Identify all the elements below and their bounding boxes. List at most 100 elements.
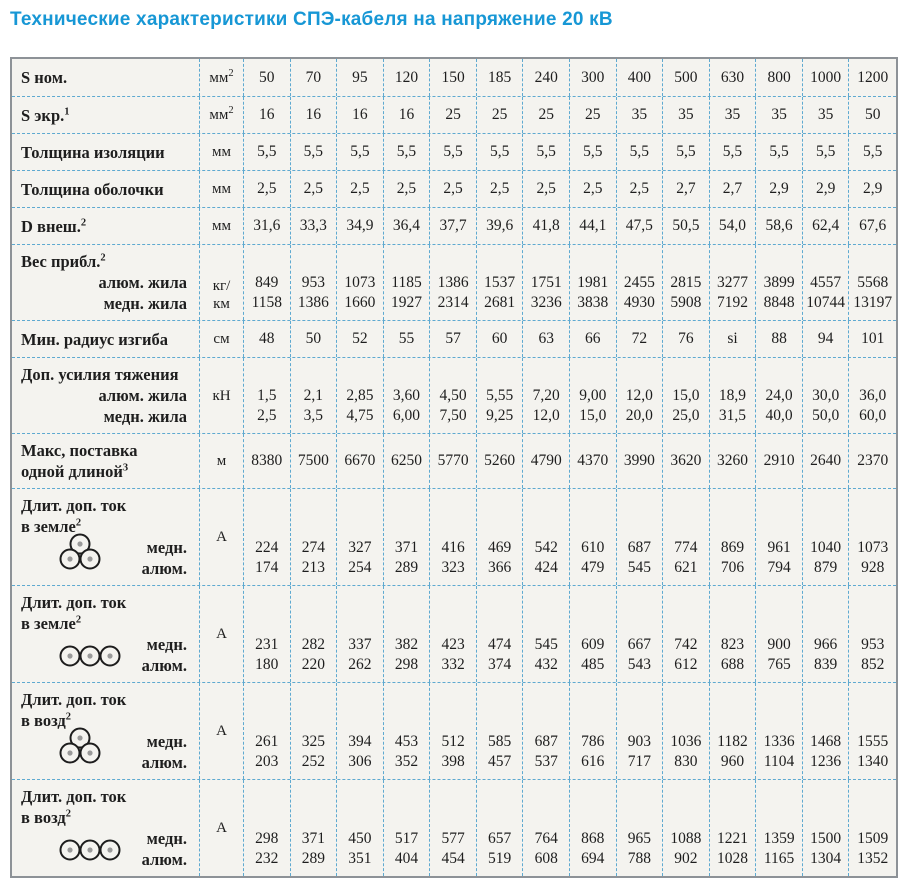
value-cell: 2,7 [663, 171, 710, 207]
value-cell: 5,5 [523, 134, 570, 170]
value-cell: 764 608 [523, 780, 570, 876]
row-label: Длит. доп. ток в возд2 медн. алюм. [12, 683, 200, 779]
value-cell: 25 [430, 97, 477, 133]
row-label: Толщина изоляции [12, 134, 200, 170]
value-cell: 34,9 [337, 208, 384, 244]
value-cell: 47,5 [617, 208, 664, 244]
value-cell: 609 485 [570, 586, 617, 682]
value-cell: 3899 8848 [756, 245, 803, 320]
value-cell: 7,20 12,0 [523, 358, 570, 433]
value-cell: 1182 960 [710, 683, 757, 779]
value-cell: 16 [337, 97, 384, 133]
value-cell: 1500 1304 [803, 780, 850, 876]
value-cell: 868 694 [570, 780, 617, 876]
row-label: Доп. усилия тяжения алюм. жила медн. жила [12, 358, 200, 433]
value-cell: 12,0 20,0 [617, 358, 664, 433]
table-row: Мин. радиус изгиба см 48 50 52 55 57 60 63 66 72 76… [12, 320, 896, 357]
table-row: Вес прибл.2 алюм. жила медн. жила кг/км 849 1… [12, 244, 896, 320]
value-cell: 5,5 [384, 134, 431, 170]
value-cell: 1751 3236 [523, 245, 570, 320]
value-cell: 1981 3838 [570, 245, 617, 320]
unit-cell: мм2 [200, 97, 244, 133]
value-cell: 2,1 3,5 [291, 358, 338, 433]
trefoil-arrangement-icon [58, 533, 102, 576]
value-cell: 630 [710, 59, 757, 96]
value-cell: 300 [570, 59, 617, 96]
value-cell: 577 454 [430, 780, 477, 876]
value-cell: 416 323 [430, 489, 477, 585]
value-cell: 16 [244, 97, 291, 133]
table-row: Длит. доп. ток в земле2 медн. алюм. А 224 174 2… [12, 488, 896, 585]
value-cell: 35 [617, 97, 664, 133]
value-cell: 76 [663, 321, 710, 357]
value-cell: 450 351 [337, 780, 384, 876]
value-cell: 903 717 [617, 683, 664, 779]
value-cell: 185 [477, 59, 524, 96]
value-cell: 35 [710, 97, 757, 133]
unit-cell: кг/км [200, 245, 244, 320]
row-label: Вес прибл.2 алюм. жила медн. жила [12, 245, 200, 320]
table-row: Длит. доп. ток в возд2 медн. алюм. А 261 203 32… [12, 682, 896, 779]
value-cell: 1468 1236 [803, 683, 850, 779]
value-cell: 2,7 [710, 171, 757, 207]
value-cell: 2,5 [244, 171, 291, 207]
value-cell: 30,0 50,0 [803, 358, 850, 433]
unit-cell: см [200, 321, 244, 357]
value-cell: 2,9 [863, 180, 883, 197]
cable-table: S ном. мм2 50 70 95 120 150 185 240 300 400 500 630 8… [10, 57, 898, 878]
row-label: S экр.1 [12, 97, 200, 133]
value-cell: 120 [384, 59, 431, 96]
value-cell: 953 852 [861, 636, 885, 673]
value-cell: 1185 1927 [384, 245, 431, 320]
unit-cell: м [200, 434, 244, 488]
value-cell: 2,5 [337, 171, 384, 207]
value-cell: 1221 1028 [710, 780, 757, 876]
flat-arrangement-icon [58, 838, 122, 867]
value-cell: 31,6 [244, 208, 291, 244]
unit-cell: А [200, 683, 244, 779]
value-cell: 453 352 [384, 683, 431, 779]
value-cell: 500 [663, 59, 710, 96]
value-cell: 25 [523, 97, 570, 133]
value-cell: 585 457 [477, 683, 524, 779]
row-label: D внеш.2 [12, 208, 200, 244]
value-cell: 60 [477, 321, 524, 357]
value-cell: 50,5 [663, 208, 710, 244]
value-cell: 231 180 [244, 586, 291, 682]
value-cell: 5,5 [803, 134, 850, 170]
value-cell: 667 543 [617, 586, 664, 682]
value-cell: 54,0 [710, 208, 757, 244]
value-cell: 66 [570, 321, 617, 357]
value-cell: 37,7 [430, 208, 477, 244]
unit-cell: кН [200, 358, 244, 433]
table-row: Длит. доп. ток в возд2 медн. алюм. А 298 232 37… [12, 779, 896, 876]
row-sub-labels: медн. алюм. [141, 635, 187, 675]
value-cell: 24,0 40,0 [756, 358, 803, 433]
value-cell: 423 332 [430, 586, 477, 682]
value-cell: 2455 4930 [617, 245, 664, 320]
value-cell: 6670 [337, 434, 384, 488]
value-cell: 517 404 [384, 780, 431, 876]
table-row: Толщина изоляции мм 5,5 5,5 5,5 5,5 5,5 5,5 5,5 5… [12, 133, 896, 170]
value-cell: 2910 [756, 434, 803, 488]
value-cell: 5,5 [244, 134, 291, 170]
value-cell: 2,5 [384, 171, 431, 207]
row-label: Мин. радиус изгиба [12, 321, 200, 357]
row-sub-labels: алюм. жила медн. жила [98, 273, 187, 313]
value-cell: 62,4 [803, 208, 850, 244]
value-cell: 15,0 25,0 [663, 358, 710, 433]
value-cell: 4557 10744 [803, 245, 850, 320]
table-row: Толщина оболочки мм 2,5 2,5 2,5 2,5 2,5 2,5 2,5 2… [12, 170, 896, 207]
value-cell: 70 [291, 59, 338, 96]
page-title: Технические характеристики СПЭ-кабеля на… [10, 9, 613, 30]
value-cell: 1200 [857, 68, 889, 86]
value-cell: 58,6 [756, 208, 803, 244]
value-cell: 2,85 4,75 [337, 358, 384, 433]
value-cell: 2,5 [523, 171, 570, 207]
row-sub-labels: медн. алюм. [141, 538, 187, 578]
value-cell: 542 424 [523, 489, 570, 585]
value-cell: 150 [430, 59, 477, 96]
value-cell: 7500 [291, 434, 338, 488]
value-cell: 5260 [477, 434, 524, 488]
row-label: Макс, поставка одной длиной3 [12, 434, 200, 488]
